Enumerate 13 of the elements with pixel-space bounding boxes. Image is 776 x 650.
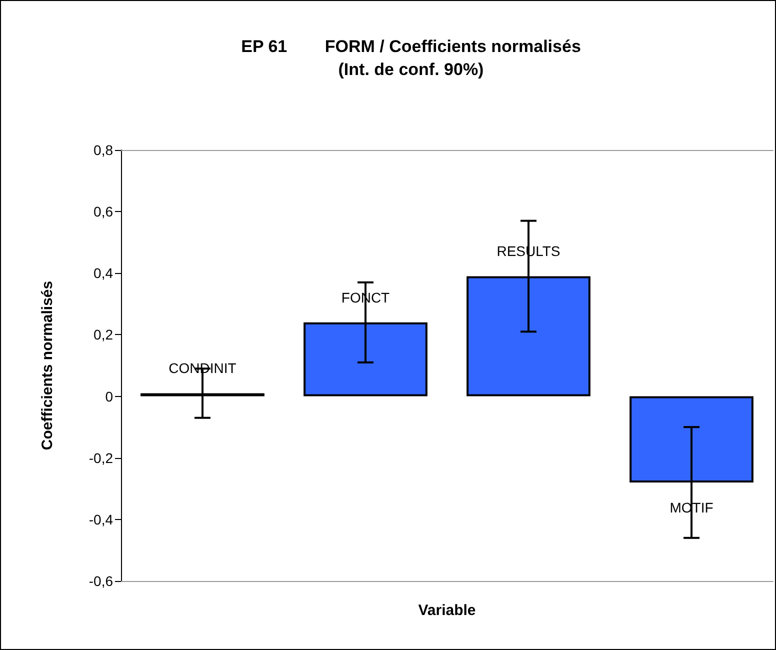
y-tick-label: -0,2: [88, 450, 114, 466]
data-label: CONDINIT: [168, 360, 237, 376]
chart-title: EP 61 FORM / Coefficients normalisés: [241, 37, 581, 56]
y-tick-label: -0,6: [88, 573, 114, 589]
y-tick-label: 0,8: [94, 142, 114, 158]
y-tick-label: 0: [105, 388, 114, 404]
y-tick-label: -0,4: [88, 511, 114, 528]
x-axis-title: Variable: [418, 602, 476, 619]
y-axis-title: Coefficients normalisés: [39, 280, 56, 450]
y-tick-label: 0,6: [94, 204, 114, 220]
y-tick-label: 0,4: [94, 265, 114, 282]
chart-subtitle: (Int. de conf. 90%): [338, 60, 484, 79]
y-tick-label: 0,2: [94, 326, 114, 343]
